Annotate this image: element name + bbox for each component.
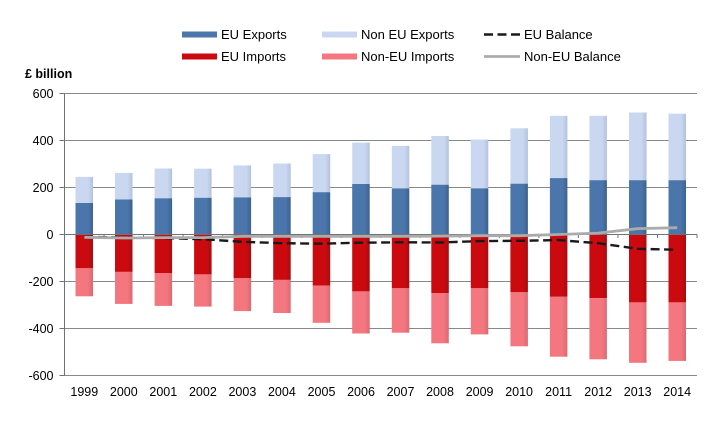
svg-text:0: 0: [47, 228, 54, 242]
svg-text:200: 200: [33, 181, 54, 195]
svg-text:EU Exports: EU Exports: [221, 27, 287, 42]
svg-text:2011: 2011: [545, 385, 572, 399]
svg-text:2006: 2006: [347, 385, 375, 399]
svg-text:2010: 2010: [505, 385, 533, 399]
svg-text:EU Imports: EU Imports: [221, 49, 287, 64]
svg-text:-400: -400: [28, 322, 53, 336]
svg-text:EU Balance: EU Balance: [524, 27, 593, 42]
svg-text:400: 400: [33, 134, 54, 148]
svg-text:2008: 2008: [426, 385, 454, 399]
svg-text:2012: 2012: [584, 385, 612, 399]
svg-text:£ billion: £ billion: [25, 67, 72, 81]
svg-text:2005: 2005: [308, 385, 336, 399]
svg-text:2004: 2004: [268, 385, 296, 399]
svg-text:2002: 2002: [189, 385, 217, 399]
svg-text:-600: -600: [28, 369, 53, 383]
svg-text:2013: 2013: [624, 385, 652, 399]
svg-text:Non-EU Imports: Non-EU Imports: [361, 49, 455, 64]
svg-text:2003: 2003: [228, 385, 256, 399]
svg-text:1999: 1999: [70, 385, 98, 399]
svg-text:Non-EU Balance: Non-EU Balance: [524, 49, 621, 64]
svg-text:Non EU Exports: Non EU Exports: [361, 27, 455, 42]
svg-text:2007: 2007: [387, 385, 415, 399]
svg-text:2000: 2000: [110, 385, 138, 399]
svg-text:-200: -200: [28, 275, 53, 289]
svg-text:600: 600: [33, 87, 54, 101]
svg-text:2009: 2009: [466, 385, 494, 399]
svg-text:2014: 2014: [663, 385, 691, 399]
svg-text:2001: 2001: [149, 385, 177, 399]
